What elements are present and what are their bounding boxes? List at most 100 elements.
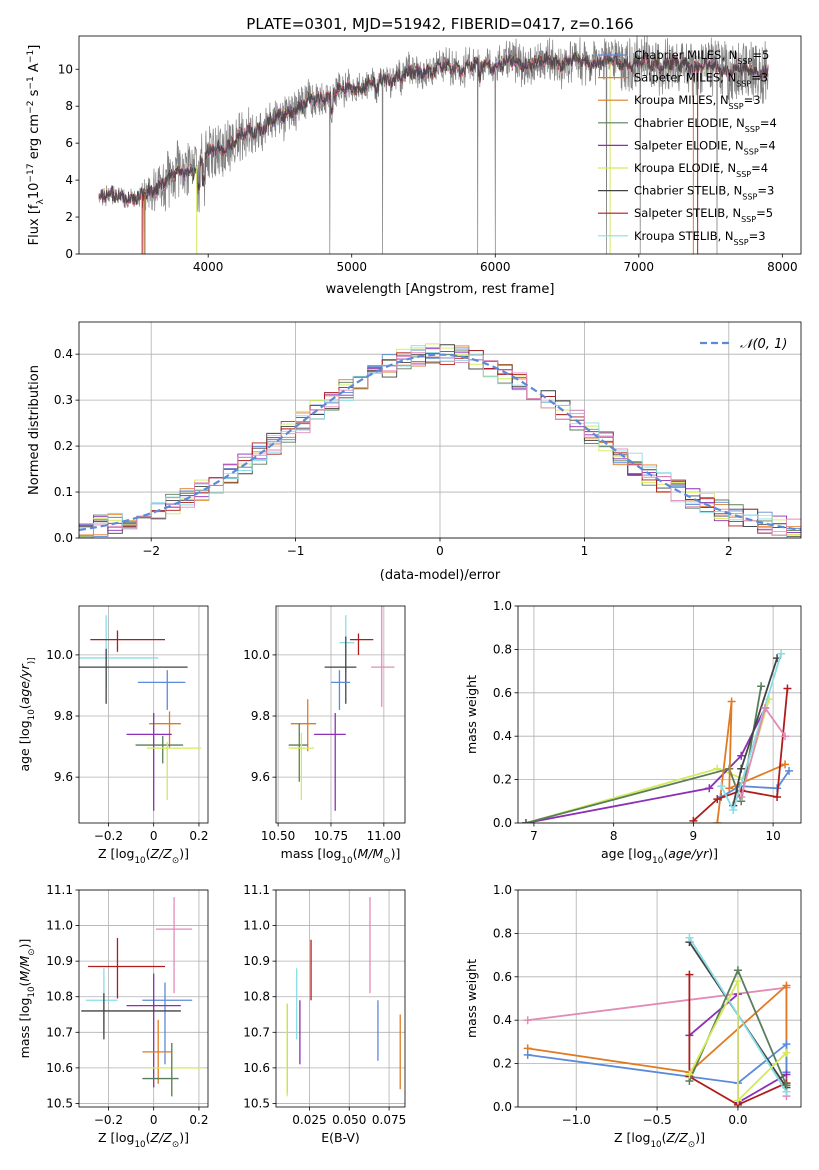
legend-entry: Kroupa ELODIE, NSSP=4 — [634, 161, 768, 179]
grid — [79, 606, 208, 823]
label-part: λ — [36, 199, 46, 205]
plot-area — [523, 933, 791, 1107]
label-part: Chabrier MILES, N — [634, 48, 737, 62]
weight-marker-green — [521, 819, 530, 823]
plot-area — [98, 36, 769, 254]
label-part: SSP — [741, 215, 756, 224]
y-tick-label: 1.0 — [493, 883, 512, 897]
weight-marker-yellow — [782, 1048, 791, 1057]
weight-marker-blue — [523, 1050, 532, 1059]
plot-area — [79, 615, 202, 811]
label-part: SSP — [745, 124, 760, 133]
label-part: ⊙ — [383, 856, 390, 866]
axes-frame — [78, 889, 209, 1108]
axes-frame — [78, 35, 802, 255]
y-tick-label: 10 — [58, 62, 73, 76]
label-part: age [log — [601, 846, 652, 861]
grid — [276, 606, 405, 823]
weight-marker-orange — [782, 981, 791, 990]
label-part: ] — [27, 45, 42, 50]
axes-frame — [275, 605, 406, 824]
label-part: A — [27, 63, 42, 76]
axes-frame — [275, 889, 406, 1108]
label-part: )] — [695, 1130, 705, 1145]
residual-histogram-pink — [79, 347, 801, 538]
y-tick-label: 0.2 — [493, 1057, 512, 1071]
legend: 𝒩(0, 1) — [700, 337, 787, 352]
x-tick-label: 1 — [581, 544, 589, 558]
y-axis-label: mass weight — [464, 675, 479, 754]
weight-marker-yellow — [733, 977, 742, 986]
ticks: −0.2 0 0.2 10.5 10.6 10.7 10.8 10.9 11.0 11.1 — [46, 883, 208, 1127]
label-part: =3 — [751, 71, 768, 85]
weight-marker-blue — [782, 1040, 791, 1049]
legend-entry: Chabrier ELODIE, NSSP=4 — [634, 116, 777, 134]
plot-area — [81, 897, 204, 1097]
ticks: 7 8 9 10 0.0 0.2 0.4 0.6 0.8 1.0 — [493, 599, 781, 843]
x-axis-label: E(B-V) — [321, 1130, 360, 1145]
label-part: )] — [179, 1130, 189, 1145]
y-tick-label: 0.0 — [54, 531, 73, 545]
y-tick-label: 0.0 — [493, 816, 512, 830]
x-tick-label: 0.2 — [189, 1113, 208, 1127]
y-tick-label: 10.9 — [46, 954, 73, 968]
x-tick-label: 4000 — [193, 260, 224, 274]
x-tick-label: 7000 — [624, 260, 655, 274]
y-tick-label: 0.0 — [493, 1100, 512, 1114]
label-part: age/yr — [668, 846, 709, 861]
y-tick-label: 10.8 — [46, 990, 73, 1004]
label-part: )] — [179, 846, 189, 861]
weight-marker-red — [783, 684, 792, 693]
y-tick-label: 11.1 — [243, 883, 270, 897]
x-tick-label: −1 — [287, 544, 305, 558]
legend-entry: Salpeter STELIB, NSSP=5 — [634, 206, 773, 224]
x-tick-label: −0.5 — [643, 1113, 672, 1127]
y-tick-label: 4 — [65, 173, 73, 187]
label-part: 10 — [650, 1140, 661, 1150]
chart-weight-vs-Z: −1.0 −0.5 0.0 0.0 0.2 0.4 0.6 0.8 1.0 Z [log10(Z/… — [464, 883, 802, 1150]
label-part: )] — [27, 657, 37, 664]
label-part: ⊙ — [172, 1140, 179, 1150]
y-axis-label: Normed distribution — [27, 365, 42, 495]
weight-marker-purple — [782, 1070, 791, 1079]
weight-marker-orange — [713, 819, 722, 823]
y-axis-label: age [log10(age/yr)] — [17, 657, 37, 771]
label-part: Z [log — [614, 1130, 650, 1145]
y-tick-label: 0.6 — [493, 686, 512, 700]
weight-line-red — [688, 974, 787, 1106]
legend-entry: Chabrier MILES, NSSP=5 — [634, 48, 769, 66]
plot-area — [79, 343, 801, 538]
label-part: Chabrier STELIB, N — [634, 184, 742, 198]
label-part: −1 — [26, 76, 36, 89]
chart-mass-vs-Z: −0.2 0 0.2 10.5 10.6 10.7 10.8 10.9 11.0 11.1 Z [l… — [17, 883, 208, 1150]
y-tick-label: 0.1 — [54, 485, 73, 499]
x-tick-label: −2 — [142, 544, 160, 558]
x-tick-label: 0 — [150, 1113, 158, 1127]
label-part: SSP — [742, 192, 757, 201]
x-tick-label: 8000 — [767, 260, 798, 274]
weight-marker-cyan — [777, 649, 786, 658]
weight-line-blue — [720, 770, 790, 798]
x-tick-label: 0.025 — [292, 1113, 326, 1127]
legend-entry: Salpeter MILES, NSSP=3 — [634, 71, 768, 89]
y-tick-label: 10.0 — [46, 648, 73, 662]
weight-marker-purple — [737, 751, 746, 760]
label-part: M/M — [17, 956, 32, 982]
x-tick-label: −0.2 — [94, 829, 123, 843]
label-part: −2 — [26, 101, 36, 114]
y-tick-label: 2 — [65, 210, 73, 224]
x-tick-label: 9 — [690, 829, 698, 843]
ticks: 0.025 0.050 0.075 10.5 10.6 10.7 10.8 10.9 11.0 1… — [243, 883, 406, 1127]
plot-area — [521, 649, 794, 823]
weight-marker-pink — [781, 732, 790, 741]
weight-marker-orange — [725, 784, 734, 793]
y-tick-label: 10.7 — [46, 1025, 73, 1039]
x-tick-label: 6000 — [480, 260, 511, 274]
gaussian-curve — [79, 353, 801, 531]
legend-entry: 𝒩(0, 1) — [740, 337, 787, 352]
chart-residuals: −2 −1 0 1 2 0.0 0.1 0.2 0.3 0.4 (data-model)/error… — [27, 321, 802, 583]
label-part: ( — [17, 982, 32, 987]
label-part: ( — [146, 1130, 151, 1145]
axes-frame — [78, 605, 209, 824]
label-part: Z [log — [98, 1130, 134, 1145]
